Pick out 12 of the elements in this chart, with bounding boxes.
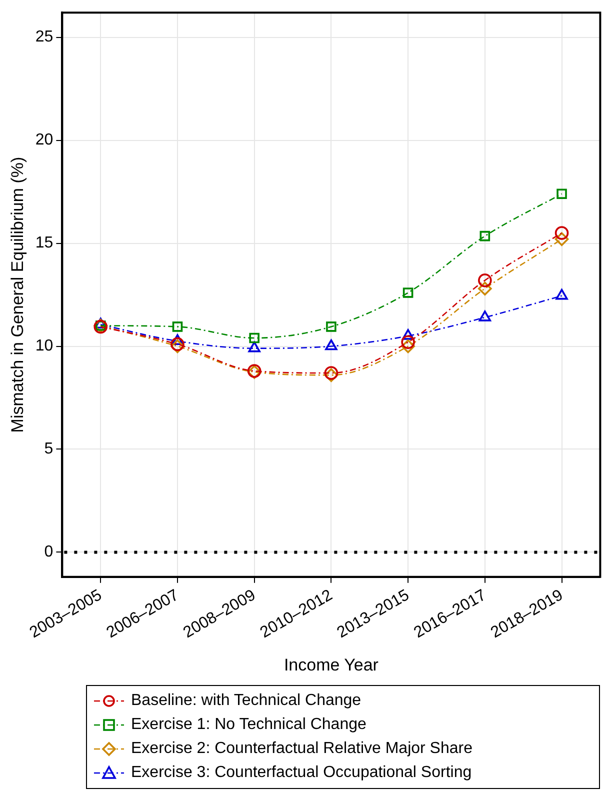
- y-tick-label: 20: [35, 132, 54, 149]
- legend-label: Exercise 3: Counterfactual Occupational Sorting: [131, 764, 472, 782]
- x-axis-title: Income Year: [284, 655, 379, 674]
- legend-label: Exercise 1: No Technical Change: [131, 716, 366, 734]
- legend-label: Exercise 2: Counterfactual Relative Major Share: [131, 740, 472, 758]
- y-tick-label: 0: [44, 544, 54, 561]
- y-tick-label: 5: [44, 440, 54, 458]
- y-tick-label: 25: [35, 28, 54, 46]
- y-tick-label: 10: [35, 338, 54, 355]
- y-tick-label: 15: [35, 234, 54, 252]
- y-axis-title: Mismatch in General Equilibrium (%): [8, 156, 27, 433]
- legend-label: Baseline: with Technical Change: [131, 692, 362, 710]
